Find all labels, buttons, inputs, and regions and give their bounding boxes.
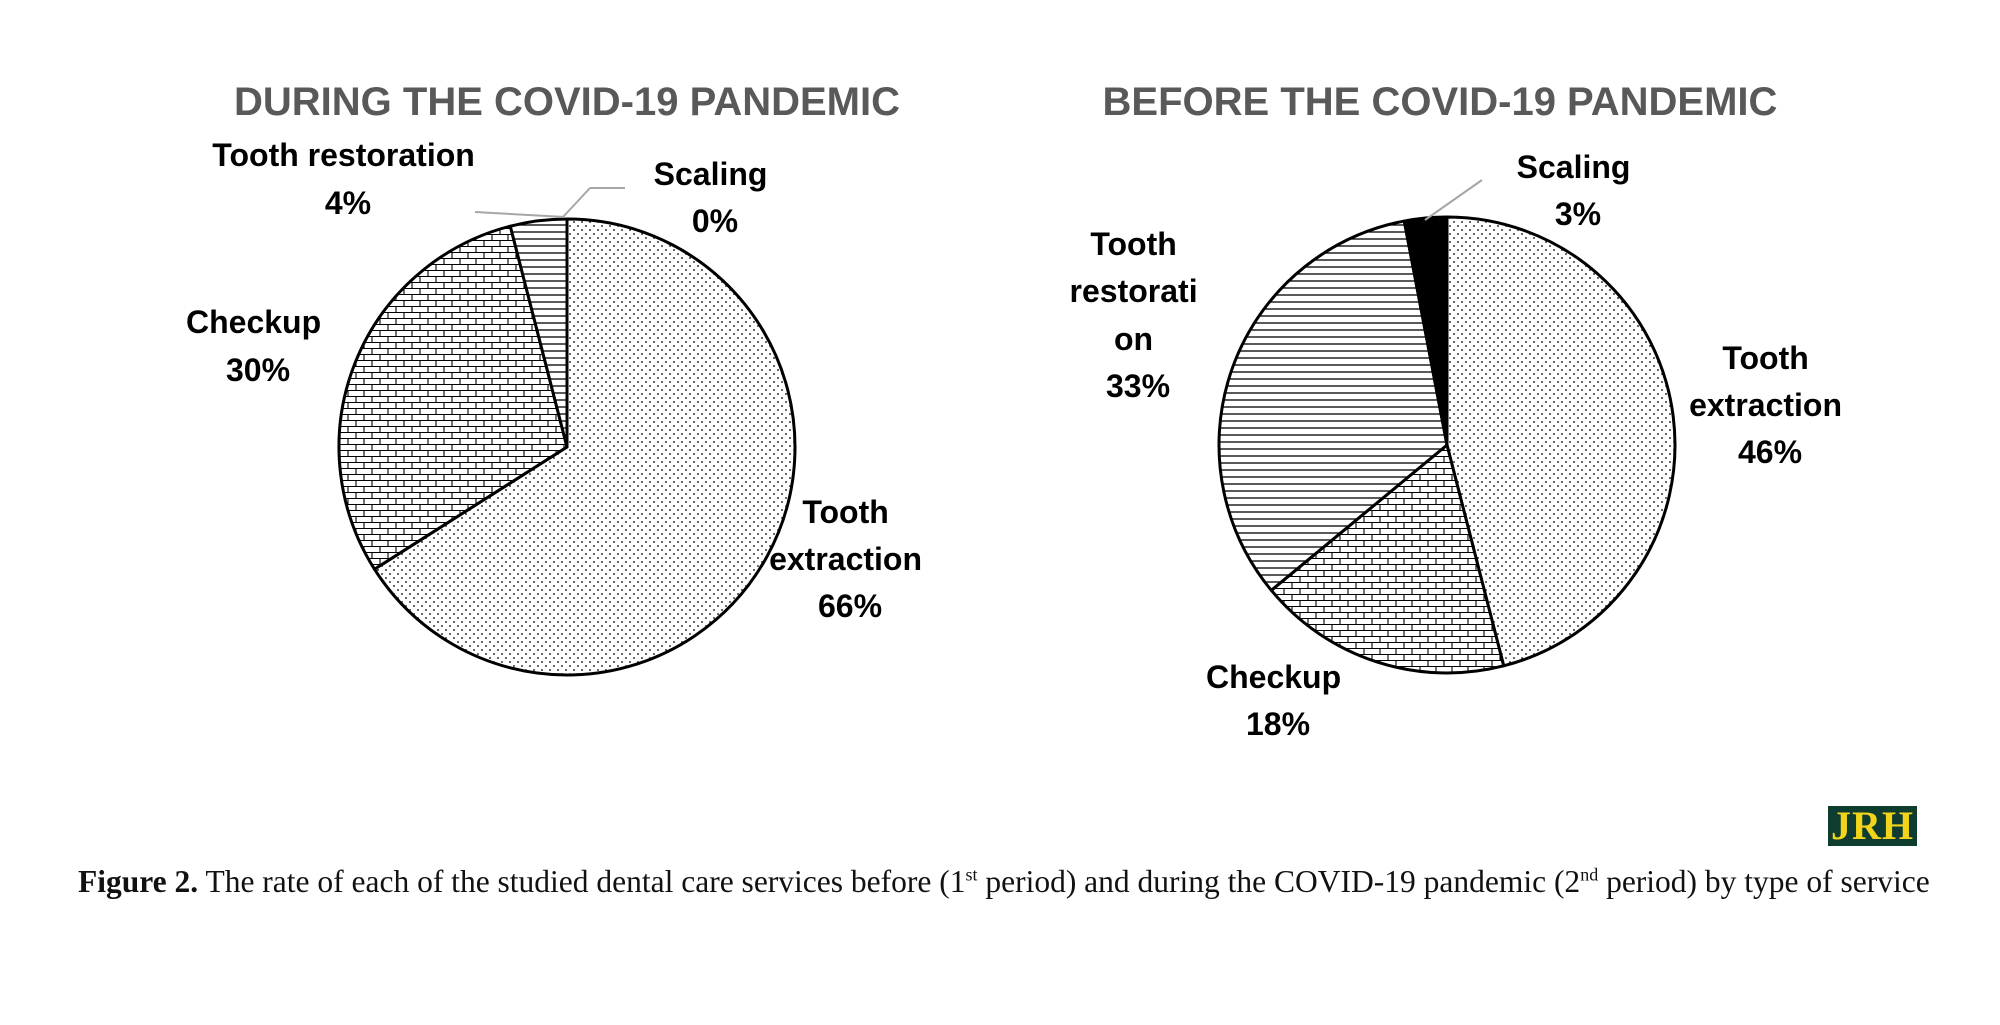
figure-caption-text-2: period) and during the COVID-19 pandemic… — [977, 864, 1581, 899]
leader-line-scaling-during — [562, 187, 591, 218]
figure-caption: Figure 2. The rate of each of the studie… — [78, 858, 1958, 906]
figure-caption-label: Figure 2. — [78, 864, 199, 899]
pie-slices-before — [1217, 215, 1677, 675]
pie-chart-during: DURING THE COVID-19 PANDEMIC Tooth extra… — [186, 80, 931, 677]
slice-label-tooth-restoration-before: Tooth restorati on 33% — [1070, 226, 1207, 404]
slice-label-checkup-during: Checkup 30% — [186, 304, 330, 388]
pie-slice-scaling-before — [1402, 215, 1449, 447]
pie-chart-before: BEFORE THE COVID-19 PANDEMIC Tooth extra… — [1070, 80, 1851, 742]
leader-line-tooth-restoration — [474, 211, 566, 218]
slice-label-scaling-before: Scaling 3% — [1517, 149, 1640, 232]
slice-label-tooth-restoration-during: Tooth restoration 4% — [212, 137, 483, 221]
figure-area: DURING THE COVID-19 PANDEMIC Tooth extra… — [186, 80, 1851, 742]
figure-caption-text-1: The rate of each of the studied dental c… — [198, 864, 966, 899]
pie-slice-checkup-during — [337, 224, 569, 571]
slice-label-checkup-before: Checkup 18% — [1206, 659, 1350, 742]
slice-label-scaling-during: Scaling 0% — [654, 156, 777, 239]
pie-slice-tooth-extraction-during — [372, 217, 797, 677]
journal-logo: JRH — [1828, 806, 1917, 846]
figure-caption-text-3: period) by type of service — [1598, 864, 1930, 899]
leader-line-scaling-before — [1424, 179, 1483, 221]
slice-label-tooth-extraction-before: Tooth extraction 46% — [1689, 340, 1851, 470]
pie-slice-checkup-before — [1269, 443, 1506, 675]
chart-title-during: DURING THE COVID-19 PANDEMIC — [234, 80, 900, 124]
pie-slices-during — [337, 217, 797, 677]
pie-slice-tooth-extraction-before — [1445, 215, 1677, 668]
figure-caption-sup-1: st — [965, 864, 978, 885]
slice-label-tooth-extraction-during: Tooth extraction 66% — [769, 494, 931, 624]
figure-caption-sup-2: nd — [1580, 864, 1599, 885]
chart-title-before: BEFORE THE COVID-19 PANDEMIC — [1103, 80, 1778, 124]
pie-slice-tooth-restorati-on-before — [1217, 219, 1449, 592]
